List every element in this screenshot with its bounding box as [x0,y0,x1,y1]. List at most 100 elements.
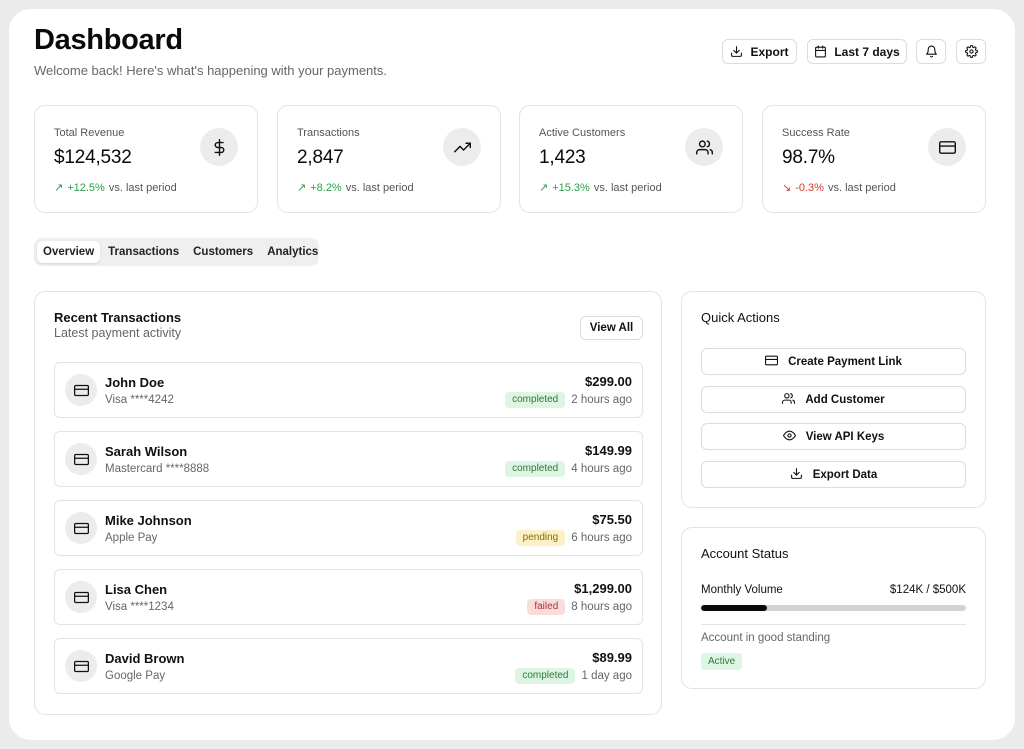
transaction-row[interactable]: David Brown Google Pay $89.99 completed … [54,638,643,694]
transaction-meta: pending 6 hours ago [515,530,632,546]
tab-analytics[interactable]: Analytics [267,246,319,258]
gear-icon [964,45,978,58]
export-data-button[interactable]: Export Data [701,461,966,488]
stat-label: Transactions [297,127,360,139]
bell-icon [925,45,938,58]
transaction-time: 1 day ago [581,670,632,682]
settings-button[interactable] [956,39,986,64]
transaction-amount: $149.99 [585,443,632,458]
trending-up-icon [443,128,481,166]
monthly-volume-label: Monthly Volume [701,584,783,596]
transaction-method: Apple Pay [105,532,158,544]
eye-icon [782,429,796,445]
view-all-button[interactable]: View All [580,316,643,340]
account-standing-text: Account in good standing [701,632,831,644]
stat-label: Active Customers [539,127,626,139]
transaction-time: 8 hours ago [571,601,632,613]
transaction-method: Visa ****1234 [105,601,174,613]
users-icon [782,392,796,408]
transaction-amount: $89.99 [592,650,632,665]
transaction-time: 4 hours ago [571,463,632,475]
transaction-method: Google Pay [105,670,166,682]
recent-transactions-panel: Recent Transactions Latest payment activ… [34,291,662,715]
quick-actions-panel: Quick Actions Create Payment Link Add Cu… [681,291,986,508]
stat-change-value: +15.3% [552,181,590,194]
quick-actions-title: Quick Actions [701,310,780,325]
stat-change-suffix: vs. last period [827,181,896,194]
date-range-button[interactable]: Last 7 days [807,39,907,64]
create-payment-link-button[interactable]: Create Payment Link [701,348,966,375]
stat-change: ↗ +8.2% vs. last period [297,181,414,195]
transaction-row[interactable]: Mike Johnson Apple Pay $75.50 pending 6 … [54,500,643,556]
stat-change-value: -0.3% [795,181,824,194]
view-api-keys-label: View API Keys [805,430,885,443]
add-customer-button[interactable]: Add Customer [701,386,966,413]
transaction-meta: completed 1 day ago [515,668,632,684]
status-badge: pending [515,530,566,546]
stat-change-value: +8.2% [310,181,342,194]
stat-card-total-revenue: Total Revenue $124,532 ↗ +12.5% vs. last… [34,105,258,213]
transaction-meta: completed 2 hours ago [505,392,632,408]
arrow-up-right-icon: ↗ [539,182,549,194]
view-api-keys-button[interactable]: View API Keys [701,423,966,450]
date-range-label: Last 7 days [834,44,900,59]
transaction-meta: failed 8 hours ago [527,599,632,615]
transaction-customer: Mike Johnson [105,513,192,528]
stat-change-suffix: vs. last period [593,181,662,194]
stat-card-active-customers: Active Customers 1,423 ↗ +15.3% vs. last… [519,105,743,213]
arrow-down-right-icon: ↘ [782,182,792,194]
add-customer-label: Add Customer [805,393,885,406]
stat-change: ↘ -0.3% vs. last period [782,181,896,195]
stat-change-value: +12.5% [67,181,105,194]
transaction-time: 2 hours ago [571,394,632,406]
transaction-method: Visa ****4242 [105,394,174,406]
divider [701,624,966,625]
account-status-panel: Account Status Monthly Volume $124K / $5… [681,527,986,689]
stat-value: $124,532 [54,147,132,168]
tab-bar: Overview Transactions Customers Analytic… [34,238,319,266]
status-badge: completed [505,461,566,477]
tab-transactions[interactable]: Transactions [108,246,180,258]
transaction-meta: completed 4 hours ago [505,461,632,477]
credit-card-icon [65,512,97,544]
dollar-icon [200,128,238,166]
transaction-amount: $75.50 [592,512,632,527]
credit-card-icon [928,128,966,166]
page-title: Dashboard [34,24,183,56]
users-icon [685,128,723,166]
recent-transactions-title: Recent Transactions [54,310,182,325]
credit-card-icon [65,443,97,475]
account-status-title: Account Status [701,546,789,561]
tab-overview[interactable]: Overview [37,241,101,263]
create-payment-link-label: Create Payment Link [788,355,902,368]
stat-change-suffix: vs. last period [108,181,177,194]
arrow-up-right-icon: ↗ [54,182,64,194]
status-badge: failed [527,599,566,615]
transaction-amount: $299.00 [585,374,632,389]
transaction-amount: $1,299.00 [574,581,632,596]
transaction-customer: David Brown [105,651,185,666]
stat-value: 98.7% [782,147,835,168]
transaction-row[interactable]: Sarah Wilson Mastercard ****8888 $149.99… [54,431,643,487]
transaction-row[interactable]: John Doe Visa ****4242 $299.00 completed… [54,362,643,418]
download-icon [730,45,743,58]
tab-customers[interactable]: Customers [193,246,254,258]
stat-change-suffix: vs. last period [345,181,414,194]
monthly-volume-progress-fill [701,605,768,611]
export-label: Export [750,44,789,59]
export-button[interactable]: Export [722,39,797,64]
calendar-icon [814,45,827,58]
monthly-volume-progress [701,605,966,611]
transaction-row[interactable]: Lisa Chen Visa ****1234 $1,299.00 failed… [54,569,643,625]
monthly-volume-value: $124K / $500K [889,584,966,596]
transaction-method: Mastercard ****8888 [105,463,210,475]
status-badge: completed [515,668,576,684]
stat-card-transactions: Transactions 2,847 ↗ +8.2% vs. last peri… [277,105,501,213]
stat-change: ↗ +15.3% vs. last period [539,181,662,195]
arrow-up-right-icon: ↗ [297,182,307,194]
notifications-button[interactable] [916,39,946,64]
page-subtitle: Welcome back! Here's what's happening wi… [34,63,388,78]
credit-card-icon [65,374,97,406]
stat-label: Success Rate [782,127,850,139]
